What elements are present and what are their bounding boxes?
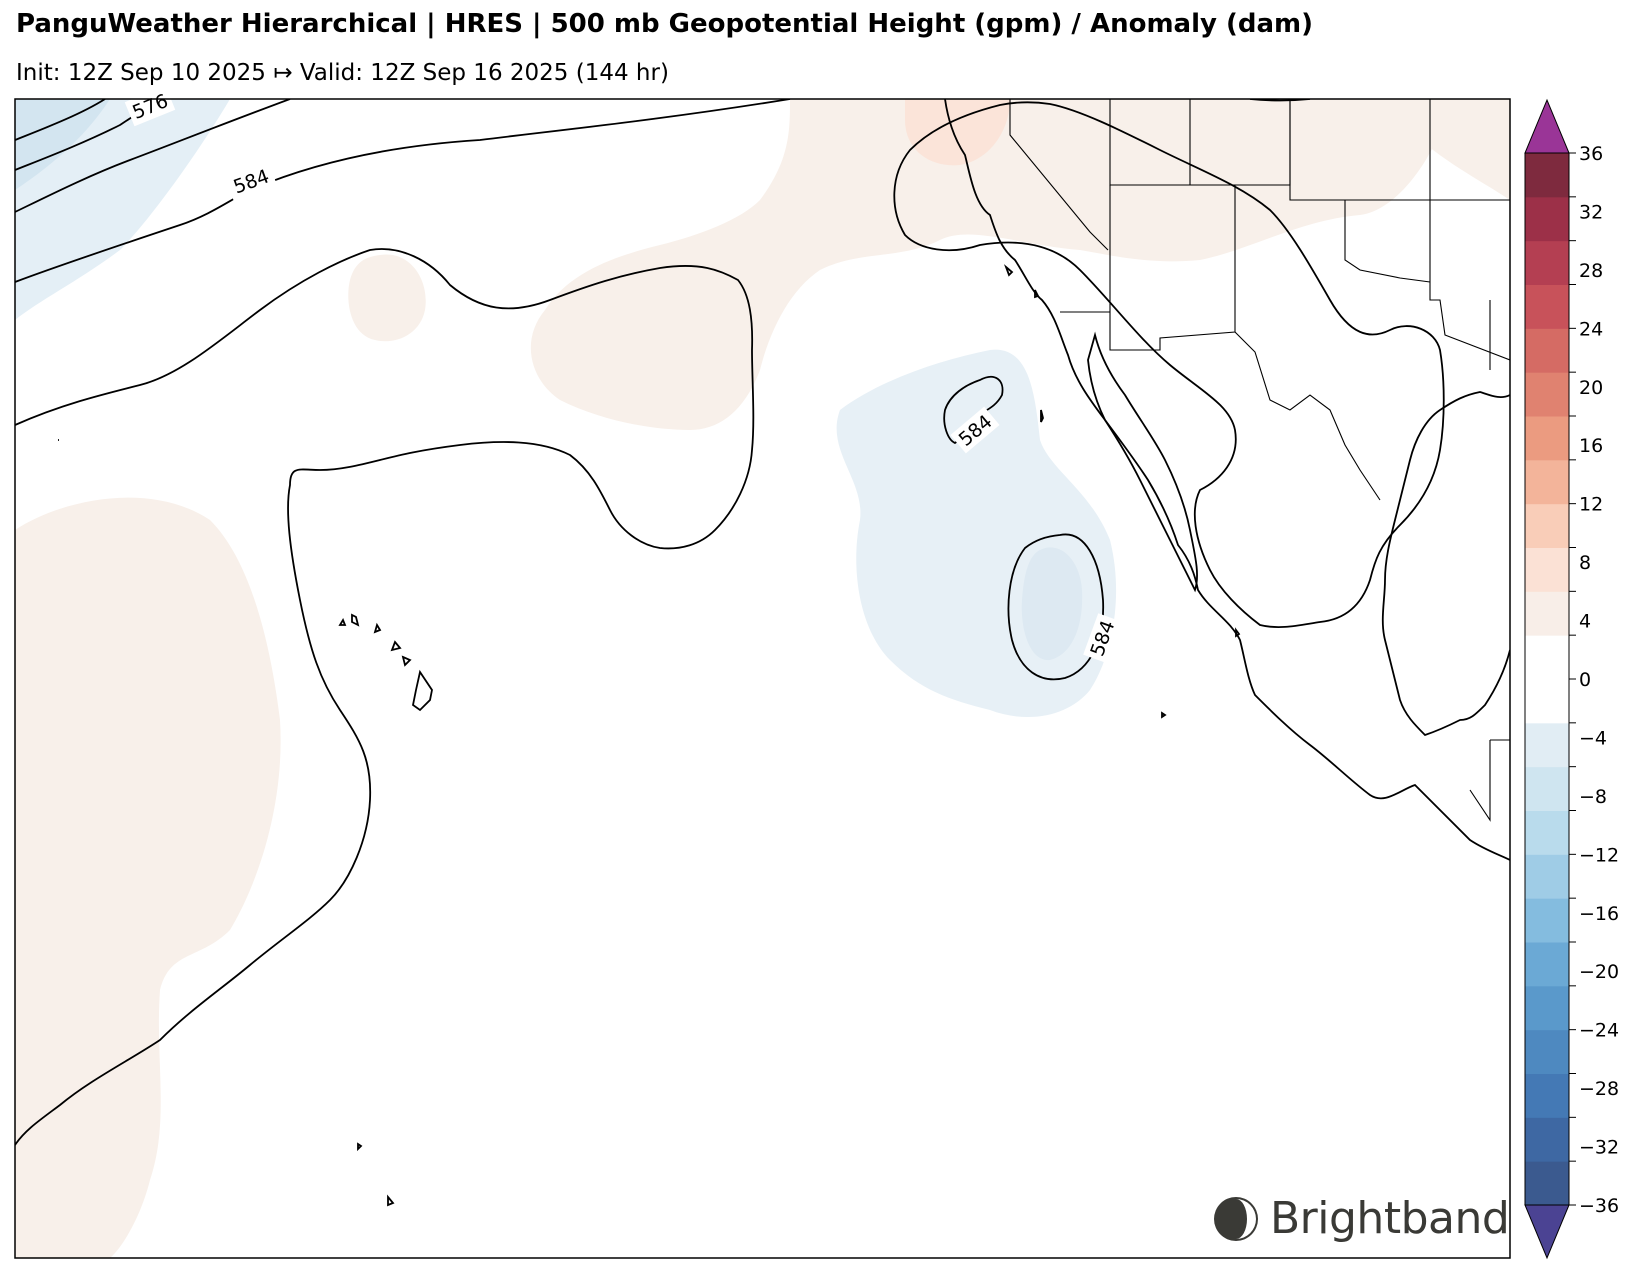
colorbar-tick-label: 32: [1579, 201, 1603, 223]
colorbar-tick-label: −28: [1579, 1078, 1619, 1100]
colorbar-tick-label: 4: [1579, 611, 1591, 633]
colorbar-tick-label: 24: [1579, 318, 1603, 340]
colorbar-tick-label: 28: [1579, 260, 1603, 282]
colorbar-tick-label: 36: [1579, 143, 1603, 165]
colorbar-tick-label: −36: [1579, 1195, 1619, 1217]
svg-text:584: 584: [231, 165, 273, 198]
colorbar-segment: [1525, 372, 1569, 417]
colorbar-segment: [1525, 284, 1569, 329]
colorbar-tick-label: −16: [1579, 903, 1619, 925]
colorbar-segment: [1525, 459, 1569, 505]
colorbar-segment: [1525, 416, 1569, 461]
colorbar-segment: [1525, 898, 1569, 943]
colorbar-tick-label: −24: [1579, 1020, 1619, 1042]
colorbar: 36 32 28 24 20 16 12 8 4 0 −4 −8 −12 −16 −20 −24 −28 −32 −…: [1524, 98, 1619, 1260]
colorbar-tick-label: 8: [1579, 552, 1591, 574]
brand-name: Brightband: [1270, 1193, 1510, 1244]
chart-subtitle: Init: 12Z Sep 10 2025 ↦ Valid: 12Z Sep 1…: [16, 60, 669, 86]
colorbar-extend-high: [1524, 98, 1570, 154]
colorbar-tick-label: −32: [1579, 1137, 1619, 1159]
colorbar-segment: [1525, 240, 1569, 285]
colorbar-segment: [1525, 722, 1569, 768]
colorbar-tick-label: −12: [1579, 844, 1619, 866]
colorbar-segment: [1525, 153, 1569, 198]
colorbar-tick-label: 0: [1579, 669, 1591, 691]
colorbar-segment: [1525, 547, 1569, 592]
anomaly-shading: [15, 99, 1510, 1258]
colorbar-extend-low: [1524, 1204, 1570, 1260]
map-frame: [14, 98, 1511, 1259]
colorbar-segment: [1525, 942, 1569, 987]
colorbar-tick-label: 16: [1579, 435, 1603, 457]
contour-label-584-north: 584: [224, 160, 278, 202]
colorbar-tick-label: −20: [1579, 961, 1619, 983]
colorbar-segment: [1525, 503, 1569, 548]
colorbar-tick-label: 12: [1579, 494, 1603, 516]
colorbar-tick-label: 20: [1579, 377, 1603, 399]
chart-title: PanguWeather Hierarchical | HRES | 500 m…: [16, 9, 1314, 39]
colorbar-segment: [1525, 1029, 1569, 1074]
colorbar-segment: [1525, 328, 1569, 373]
colorbar-segment: [1525, 766, 1569, 811]
state-borders: [1009, 99, 1510, 822]
colorbar-segment: [1525, 1073, 1569, 1118]
colorbar-segment: [1525, 854, 1569, 899]
colorbar-segment: [1525, 1161, 1569, 1206]
colorbar-segment: [1525, 810, 1569, 855]
colorbar-segment: [1525, 591, 1569, 636]
colorbar-segment: [1525, 985, 1569, 1031]
colorbar-segment: [1525, 635, 1569, 680]
colorbar-tick-label: −4: [1579, 727, 1607, 749]
colorbar-segment: [1525, 1117, 1569, 1162]
colorbar-segment: [1525, 196, 1569, 242]
brightband-logo-icon: [1214, 1196, 1258, 1241]
contour-label-584-south: 584: [1083, 613, 1121, 663]
colorbar-tick-label: −8: [1579, 786, 1607, 808]
colorbar-segment: [1525, 679, 1569, 724]
brightband-logo: Brightband: [1212, 1193, 1510, 1244]
